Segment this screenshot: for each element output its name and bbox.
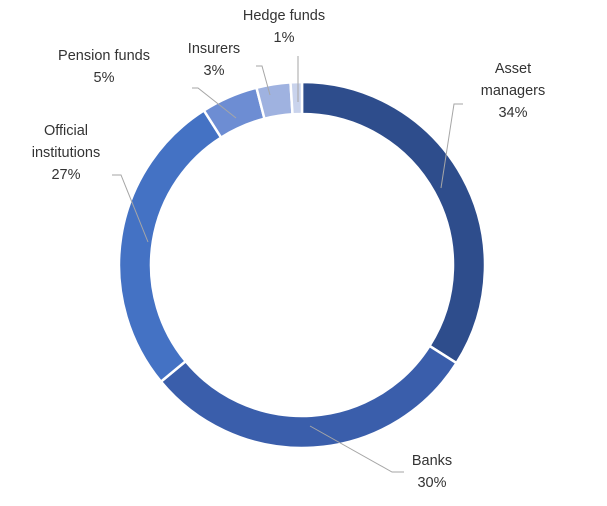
slice-label-pension-funds: Pension funds (58, 48, 150, 64)
leader-line-pension-funds (192, 87, 237, 119)
slice-label-banks: Banks (412, 453, 452, 469)
slice-value-hedge-funds: 1% (274, 30, 295, 46)
slice-value-asset-managers: 34% (498, 105, 527, 121)
slice-label-hedge-funds: Hedge funds (243, 8, 325, 24)
slice-value-pension-funds: 5% (94, 70, 115, 86)
slices-group (117, 80, 487, 450)
leader-line-asset-managers (440, 103, 463, 189)
slice-label-insurers: Insurers (188, 41, 240, 57)
slice-value-insurers: 3% (204, 63, 225, 79)
slice-value-official-institutions: 27% (51, 167, 80, 183)
slice-hedge-funds (289, 80, 304, 116)
slice-label-official-institutions: Official (44, 123, 88, 139)
slice-official-institutions (117, 108, 223, 384)
labels-group: Asset managers 34% Banks 30% Official institut… (32, 8, 546, 491)
leader-line-insurers (256, 65, 271, 96)
leader-lines-group (112, 56, 463, 473)
slice-insurers (254, 81, 294, 121)
slice-banks (159, 344, 459, 450)
slice-label-official-institutions: institutions (32, 145, 101, 161)
slice-label-asset-managers: managers (481, 83, 545, 99)
leader-line-official-institutions (112, 174, 149, 243)
slice-asset-managers (300, 80, 487, 365)
leader-line-banks (309, 425, 404, 473)
slice-value-banks: 30% (417, 475, 446, 491)
slice-label-asset-managers: Asset (495, 61, 531, 77)
